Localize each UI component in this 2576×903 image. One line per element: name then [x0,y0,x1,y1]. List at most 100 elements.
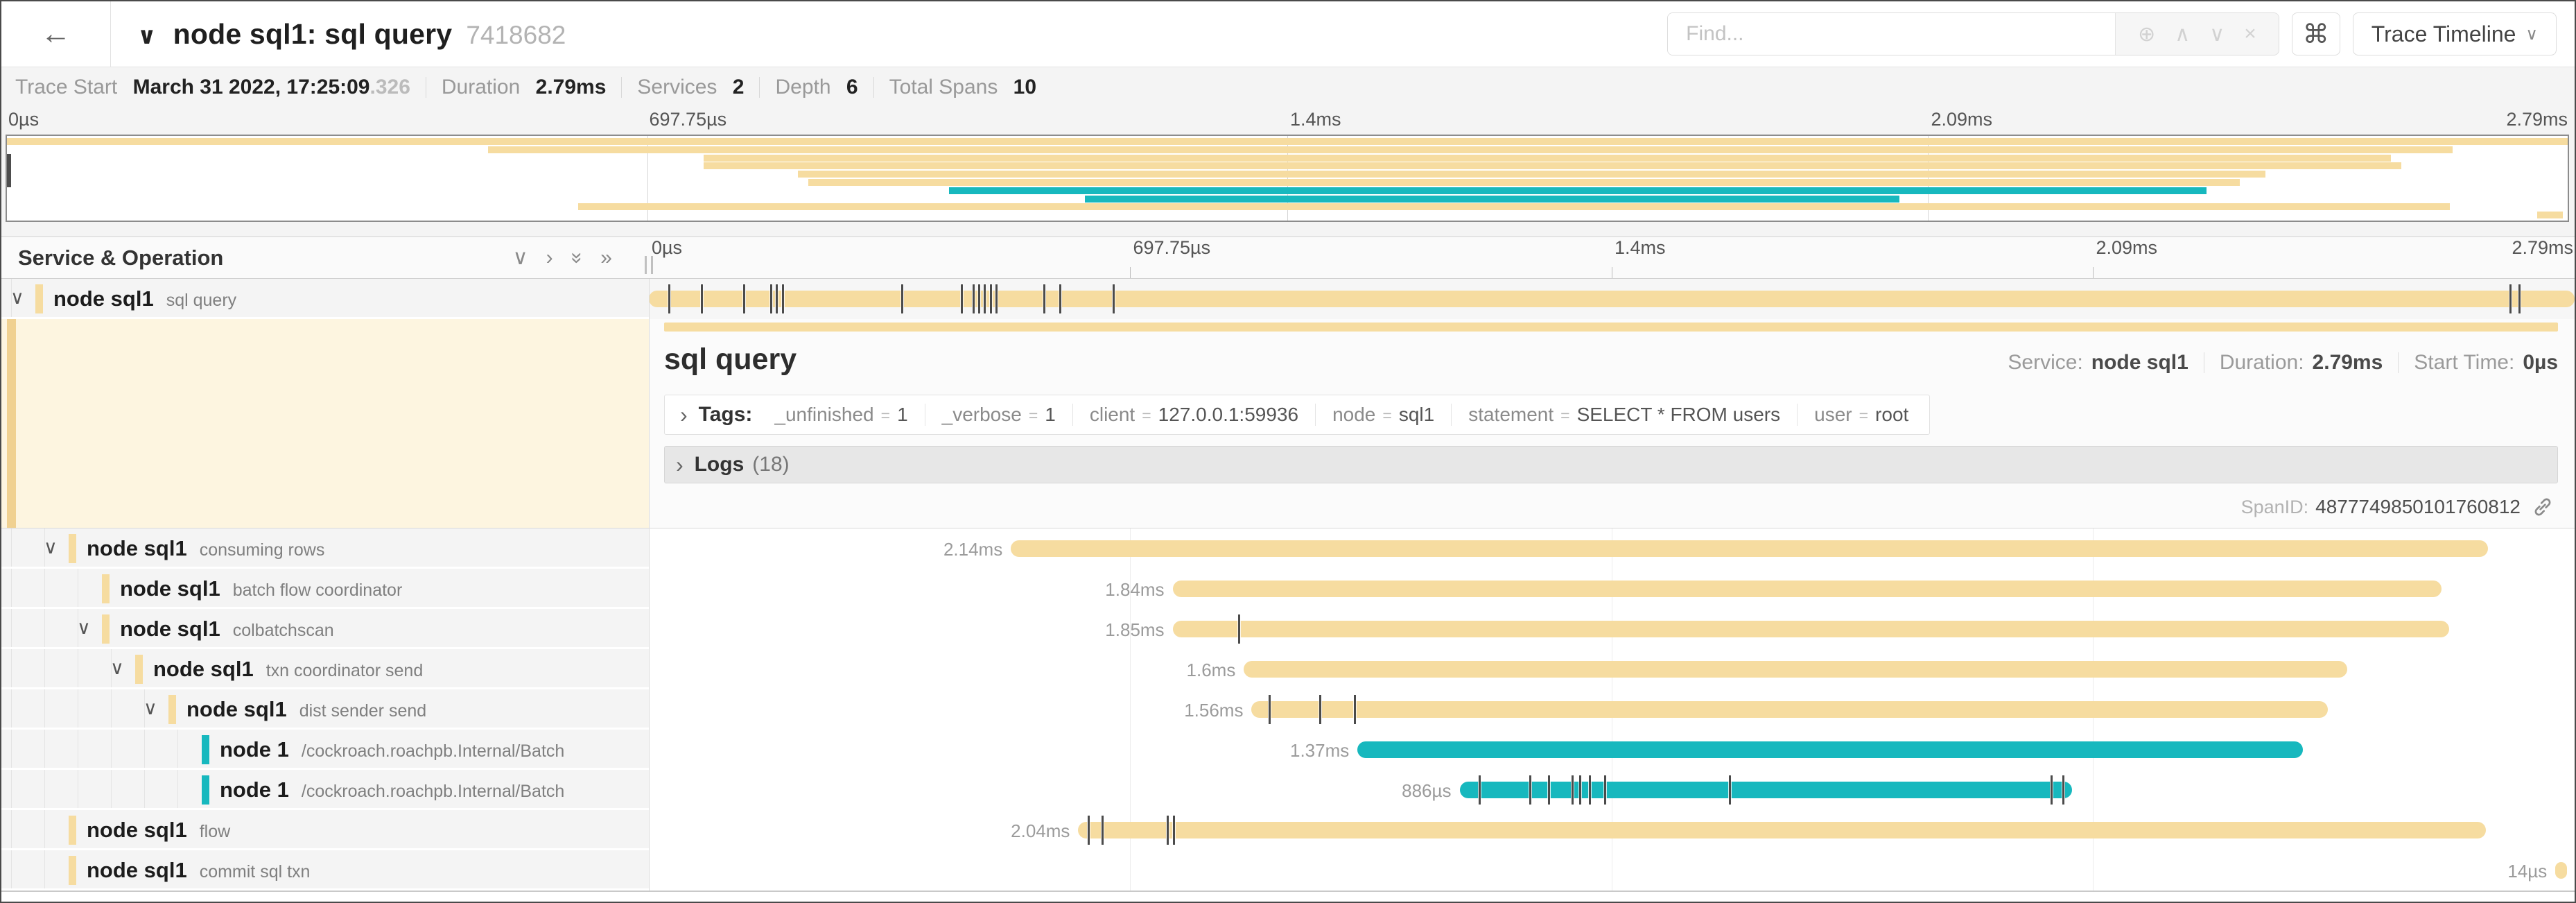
log-marker[interactable] [1729,775,1732,805]
log-marker[interactable] [668,284,670,313]
span-bar[interactable] [1078,822,2487,839]
log-marker[interactable] [769,284,772,313]
span-timeline-cell[interactable]: 1.56ms [649,689,2575,730]
tree-chevron-down-icon[interactable]: ∨ [110,657,124,678]
log-marker[interactable] [1548,775,1551,805]
span-tree-item[interactable]: ∨ node sql1 consuming rows [1,528,649,569]
minimap-drag-handle[interactable] [7,154,11,187]
tree-indent-guide [44,528,45,567]
log-marker[interactable] [972,284,975,313]
log-marker[interactable] [1043,284,1046,313]
service-name: node sql1 [53,286,154,311]
log-marker[interactable] [1588,775,1591,805]
span-bar[interactable] [1172,580,2442,597]
tree-indent-guide [11,689,12,728]
span-tree-item[interactable]: node sql1 batch flow coordinator [1,569,649,609]
log-marker[interactable] [2509,284,2512,313]
span-timeline-cell[interactable]: 2.04ms [649,810,2575,850]
collapse-trace-chevron-icon[interactable]: ∨ [137,22,157,49]
clear-search-icon[interactable]: × [2244,22,2256,45]
prev-result-icon[interactable]: ∧ [2175,22,2191,46]
link-icon[interactable] [2532,496,2554,518]
tree-chevron-down-icon[interactable]: ∨ [143,698,157,719]
trace-minimap[interactable] [6,135,2569,222]
log-marker[interactable] [1578,775,1581,805]
span-tree-item[interactable]: node 1/cockroach.roachpb.Internal/Batch [1,730,649,770]
log-marker[interactable] [1479,775,1481,805]
log-marker[interactable] [1529,775,1531,805]
span-bar[interactable] [1459,782,2072,798]
log-marker[interactable] [1088,816,1090,845]
tree-indent-guide [111,770,112,808]
span-tree-item[interactable]: node sql1 flow [1,810,649,850]
log-marker[interactable] [995,284,998,313]
collapse-one-icon[interactable]: ∨ [512,246,528,269]
span-timeline-cell[interactable]: 1.37ms [649,730,2575,770]
log-marker[interactable] [1113,284,1115,313]
log-marker[interactable] [1269,695,1271,724]
span-bar[interactable] [648,291,2575,307]
tags-accordion[interactable]: › Tags: _unfinished = 1 _verbose = 1 client = 127.… [663,395,1931,435]
span-timeline-cell[interactable]: 886µs [649,770,2575,810]
span-timeline-cell[interactable]: 14µs [649,850,2575,891]
span-timeline-cell[interactable]: 1.85ms [649,609,2575,649]
summary-separator [759,77,760,98]
log-marker[interactable] [1172,816,1175,845]
panel-resize-handle[interactable] [643,256,655,274]
tag-item: user = root [1797,404,1925,426]
collapse-all-icon[interactable]: » [565,252,589,264]
span-duration-label: 1.6ms [1186,660,1236,680]
tree-chevron-down-icon[interactable]: ∨ [77,617,91,638]
find-input[interactable] [1668,13,2116,55]
logs-accordion[interactable]: › Logs (18) [663,446,2558,483]
span-timeline-cell[interactable]: 1.6ms [649,649,2575,689]
match-case-icon[interactable]: ⊕ [2138,22,2156,46]
trace-view-selector[interactable]: Trace Timeline ∨ [2352,12,2557,55]
log-marker[interactable] [2518,284,2521,313]
span-tree-item[interactable]: ∨ node sql1 sql query [1,279,649,319]
log-marker[interactable] [1238,614,1241,644]
span-timeline-cell[interactable]: 1.84ms [649,569,2575,609]
minimap-span-bar [2536,212,2563,219]
span-bar[interactable] [2555,862,2567,879]
log-marker[interactable] [1167,816,1169,845]
detail-meta-value: 2.79ms [2312,351,2383,374]
log-marker[interactable] [984,284,986,313]
log-marker[interactable] [2062,775,2065,805]
span-bar[interactable] [1244,661,2348,678]
log-marker[interactable] [1603,775,1606,805]
log-marker[interactable] [781,284,784,313]
span-tree-item[interactable]: ∨ node sql1 colbatchscan [1,609,649,649]
log-marker[interactable] [900,284,903,313]
log-marker[interactable] [989,284,992,313]
expand-one-icon[interactable]: › [546,246,553,269]
tree-chevron-down-icon[interactable]: ∨ [10,287,24,308]
log-marker[interactable] [1059,284,1061,313]
log-marker[interactable] [977,284,980,313]
log-marker[interactable] [1319,695,1321,724]
log-marker[interactable] [2051,775,2053,805]
back-button[interactable]: ← [1,1,111,67]
next-result-icon[interactable]: ∨ [2209,22,2225,46]
tree-chevron-down-icon[interactable]: ∨ [44,537,58,558]
log-marker[interactable] [960,284,963,313]
log-marker[interactable] [776,284,778,313]
log-marker[interactable] [1353,695,1356,724]
log-marker[interactable] [700,284,703,313]
span-tree-item[interactable]: node 1/cockroach.roachpb.Internal/Batch [1,770,649,810]
span-bar[interactable] [1251,701,2329,718]
log-marker[interactable] [1101,816,1104,845]
span-tree-item[interactable]: ∨ node sql1 dist sender send [1,689,649,730]
expand-all-icon[interactable]: » [600,246,612,269]
keyboard-shortcuts-button[interactable]: ⌘ [2291,12,2340,55]
span-tree-item[interactable]: node sql1 commit sql txn [1,850,649,891]
span-bar[interactable] [1011,540,2488,557]
span-bar[interactable] [1357,741,2304,758]
span-timeline-cell[interactable]: 2.14ms [649,528,2575,569]
log-marker[interactable] [743,284,746,313]
span-rows: ∨ node sql1 sql query sql query Service: node… [1,279,2575,902]
span-tree-item[interactable]: ∨ node sql1 txn coordinator send [1,649,649,689]
span-bar[interactable] [1172,621,2450,637]
log-marker[interactable] [1571,775,1574,805]
span-timeline-cell[interactable] [648,279,2575,319]
